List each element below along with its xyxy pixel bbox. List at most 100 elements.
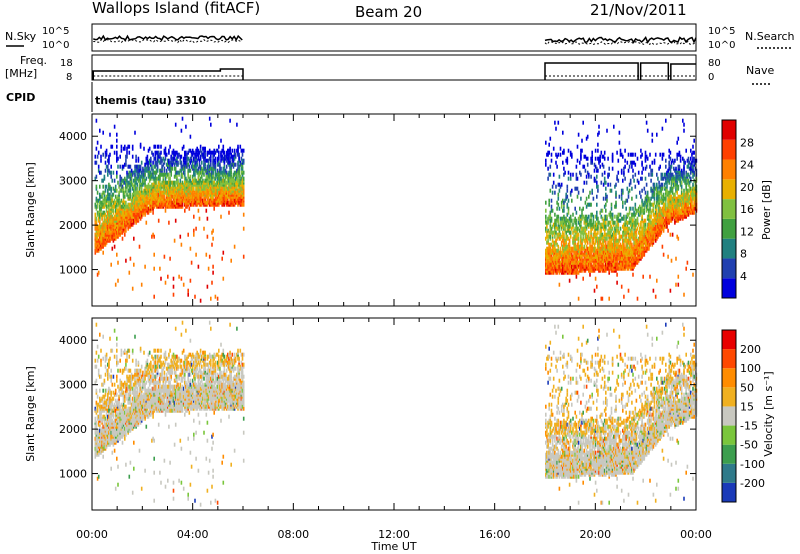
freq-label: Freq. — [20, 54, 47, 67]
power-cell-4603 — [644, 150, 647, 155]
power-cell-3092 — [567, 170, 570, 175]
power-cell-4767 — [654, 294, 657, 299]
power-cell-848 — [137, 174, 140, 179]
power-cell-1829 — [197, 264, 200, 269]
power-cell-153 — [101, 200, 103, 205]
power-cell-133 — [100, 170, 102, 175]
power-cell-85 — [97, 198, 100, 203]
power-cell-917 — [140, 174, 143, 179]
power-cell-1366 — [168, 148, 170, 153]
power-cell-346 — [110, 174, 112, 179]
power-cell-2704 — [548, 150, 550, 155]
power-cell-611 — [125, 210, 127, 215]
power-cell-3 — [94, 242, 97, 247]
power-cell-634 — [126, 182, 128, 187]
power-cell-665 — [128, 220, 131, 225]
power-cell-4538 — [641, 198, 643, 203]
power-cell-673 — [128, 196, 131, 201]
power-cell-3777 — [602, 164, 605, 169]
power-cell-67 — [96, 154, 99, 159]
power-cell-4113 — [619, 148, 622, 153]
power-cell-4440 — [636, 296, 639, 301]
power-cell-1345 — [168, 220, 170, 225]
power-cell-2353 — [228, 210, 230, 215]
power-cell-1549 — [180, 242, 183, 247]
power-cell-4726 — [652, 288, 655, 293]
power-cell-2622 — [242, 148, 245, 153]
power-cell-1472 — [174, 166, 177, 171]
power-cell-2815 — [554, 190, 556, 195]
power-cell-278 — [108, 230, 110, 235]
power-cell-3710 — [599, 154, 601, 159]
power-cell-127 — [100, 212, 102, 217]
power-cell-272 — [107, 168, 109, 173]
power-cell-1965 — [204, 146, 206, 151]
power-cell-1584 — [182, 282, 185, 287]
power-cell-4372 — [632, 152, 634, 157]
power-cell-4868 — [659, 152, 661, 157]
power-cell-1221 — [159, 152, 161, 157]
power-cell-1090 — [152, 206, 154, 211]
power-cell-421 — [114, 204, 117, 209]
power-cell-2981 — [563, 232, 565, 237]
power-cell-1599 — [184, 208, 186, 213]
power-cell-828 — [136, 182, 138, 187]
power-cell-1710 — [189, 168, 192, 173]
power-cell-4646 — [646, 128, 649, 133]
power-cell-3827 — [605, 202, 607, 207]
power-cell-896 — [139, 164, 142, 169]
power-cell-4934 — [662, 152, 665, 157]
noise-panel — [91, 23, 697, 52]
power-cell-4178 — [623, 214, 625, 219]
power-cell-583 — [124, 232, 126, 237]
power-cell-1015 — [147, 196, 150, 201]
power-cell-162 — [102, 236, 104, 241]
power-cell-152 — [101, 204, 103, 209]
power-cell-898 — [139, 142, 142, 147]
power-cell-808 — [135, 176, 137, 181]
power-cell-3216 — [575, 274, 578, 279]
power-cell-592 — [124, 210, 126, 215]
power-cell-541 — [121, 230, 124, 235]
power-cell-407 — [114, 282, 117, 287]
power-cell-1129 — [154, 192, 157, 197]
power-cell-250 — [105, 152, 108, 157]
power-cell-2774 — [551, 184, 554, 189]
power-cell-3268 — [577, 296, 580, 301]
power-cell-3127 — [569, 222, 572, 227]
power-cell-1548 — [180, 276, 183, 281]
power-cell-1984 — [206, 234, 209, 239]
power-cell-1042 — [148, 184, 151, 189]
power-cell-1000 — [146, 196, 149, 201]
power-cell-1021 — [147, 182, 150, 187]
power-cell-217 — [104, 212, 107, 217]
power-cell-403 — [113, 188, 116, 193]
power-cell-3570 — [592, 214, 595, 219]
power-cell-3440 — [585, 174, 588, 179]
power-cell-4541 — [641, 170, 643, 175]
power-cell-2987 — [563, 208, 565, 213]
power-cell-812 — [135, 154, 137, 159]
power-cell-3804 — [603, 150, 606, 155]
power-cell-2833 — [555, 184, 557, 189]
power-cell-68 — [96, 140, 99, 145]
power-cell-422 — [114, 200, 117, 205]
power-cell-4544 — [641, 152, 643, 157]
power-cell-341 — [110, 200, 112, 205]
power-cell-2734 — [549, 136, 552, 141]
power-cell-628 — [126, 212, 128, 217]
power-cell-3282 — [577, 232, 580, 237]
power-cell-363 — [111, 198, 114, 203]
power-cell-423 — [114, 194, 117, 199]
power-cell-1111 — [153, 200, 155, 205]
power-cell-2732 — [549, 172, 552, 177]
station-title: Wallops Island (fitACF) — [92, 0, 260, 17]
power-cell-2256 — [222, 276, 225, 281]
power-cell-955 — [143, 168, 145, 173]
power-cell-2399 — [230, 258, 232, 263]
power-cell-4806 — [656, 132, 658, 137]
power-cell-1114 — [153, 192, 155, 197]
power-cell-2702 — [548, 198, 550, 203]
power-cell-2701 — [548, 202, 550, 207]
power-cell-4782 — [654, 152, 657, 157]
